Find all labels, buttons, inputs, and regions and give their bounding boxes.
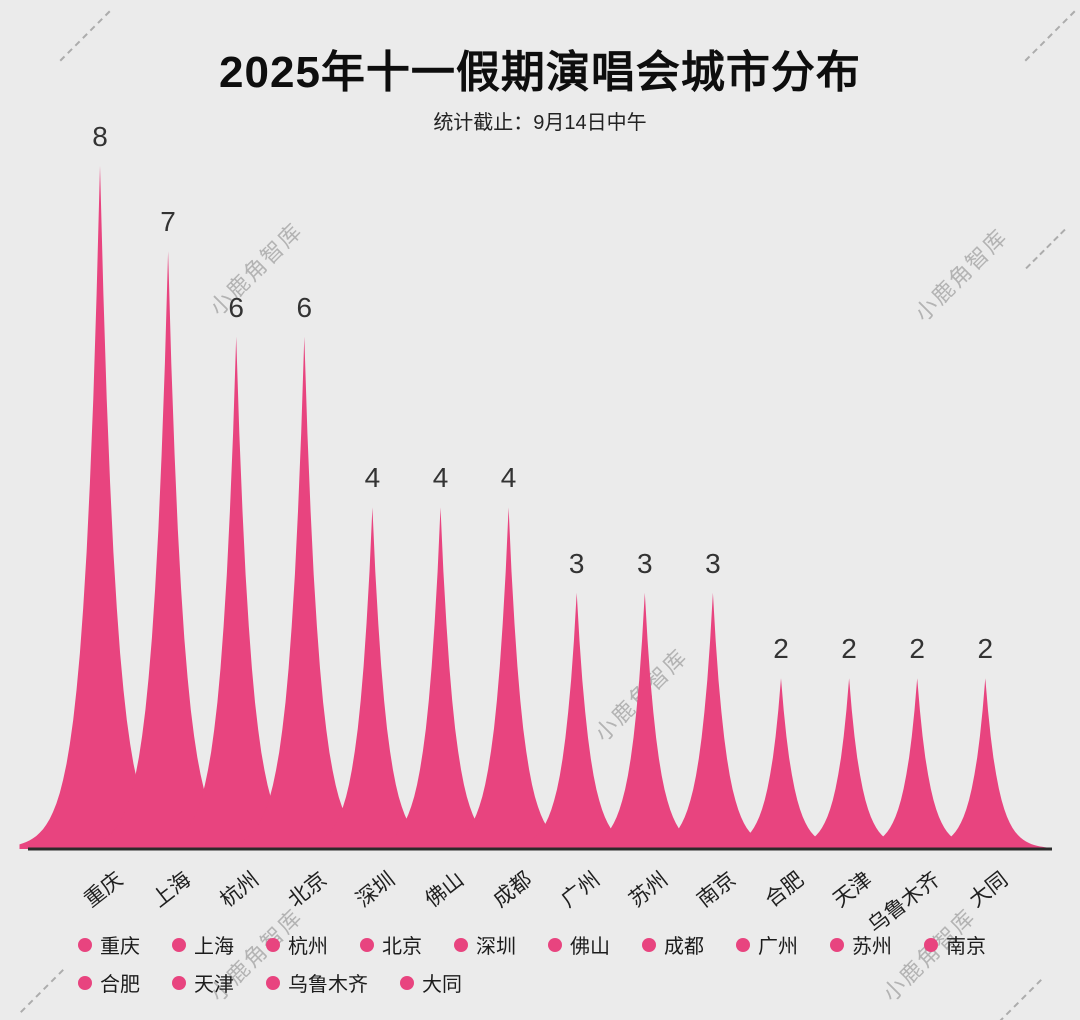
peak-shape (228, 336, 380, 850)
legend-dot-icon (360, 937, 374, 952)
legend-dot-icon (172, 975, 186, 990)
peak-shape (370, 507, 511, 849)
peak-shape (715, 678, 847, 849)
legend-label: 杭州 (288, 936, 328, 958)
legend-item: 上海 (172, 930, 266, 959)
value-label: 3 (637, 547, 653, 579)
legend-label: 上海 (194, 936, 234, 958)
peak-shape (784, 678, 915, 849)
legend-item: 苏州 (830, 930, 924, 959)
chart-legend: 重庆 上海 杭州 北京 深圳 佛山 成都 广州 苏州 南京合肥 天津 乌鲁木齐 大同 (78, 930, 1053, 997)
peak-shape (852, 678, 983, 849)
value-label: 4 (432, 462, 449, 494)
legend-dot-icon (78, 937, 92, 952)
legend-dot-icon (924, 937, 938, 952)
peak-shape (160, 336, 312, 850)
value-label: 3 (705, 547, 721, 579)
value-label: 2 (773, 633, 789, 665)
legend-dot-icon (266, 975, 280, 990)
legend-item: 成都 (642, 930, 736, 959)
legend-item: 重庆 (78, 930, 172, 959)
value-label: 4 (500, 462, 517, 494)
peak-shape (509, 592, 645, 849)
peak-shape (302, 507, 443, 849)
page-title: 2025年十一假期演唱会城市分布 (219, 48, 861, 97)
peak-shape (19, 165, 181, 850)
legend-dot-icon (454, 937, 468, 952)
legend-dot-icon (642, 937, 656, 952)
legend-item: 佛山 (548, 930, 642, 959)
legend-dot-icon (78, 975, 92, 990)
legend-label: 深圳 (476, 936, 516, 958)
value-label: 6 (296, 291, 313, 323)
legend-dot-icon (266, 937, 280, 952)
legend-item: 杭州 (266, 930, 360, 959)
legend-label: 佛山 (570, 936, 610, 958)
legend-label: 天津 (194, 974, 234, 996)
legend-item: 北京 (360, 930, 454, 959)
value-label: 4 (364, 462, 381, 494)
legend-label: 大同 (422, 974, 462, 996)
value-label: 2 (909, 633, 925, 665)
legend-label: 重庆 (100, 936, 140, 958)
value-label: 8 (92, 120, 108, 152)
value-label: 3 (568, 547, 585, 579)
value-label: 2 (841, 633, 857, 665)
legend-item: 深圳 (454, 930, 548, 959)
legend-label: 苏州 (852, 936, 892, 958)
legend-label: 乌鲁木齐 (288, 974, 368, 996)
legend-label: 合肥 (100, 974, 140, 996)
peak-shape (920, 678, 1051, 849)
legend-dot-icon (172, 937, 186, 952)
value-label: 2 (977, 633, 994, 665)
legend-label: 北京 (382, 936, 422, 958)
legend-item: 广州 (736, 930, 830, 959)
value-label: 7 (160, 206, 176, 238)
legend-dot-icon (400, 975, 414, 990)
legend-item: 乌鲁木齐 (266, 968, 400, 997)
peak-shape (645, 592, 781, 849)
legend-dot-icon (548, 937, 562, 952)
legend-item: 南京 (924, 930, 1018, 959)
value-label: 6 (228, 291, 244, 323)
legend-dot-icon (736, 937, 750, 952)
peak-shape (90, 251, 246, 849)
peak-shape (577, 592, 713, 849)
page-subtitle: 统计截止：9月14日中午 (433, 112, 647, 134)
legend-item: 大同 (400, 968, 494, 997)
legend-label: 广州 (758, 936, 798, 958)
legend-item: 天津 (172, 968, 266, 997)
peak-shape (438, 507, 579, 849)
legend-item: 合肥 (78, 968, 172, 997)
legend-dot-icon (830, 937, 844, 952)
legend-label: 南京 (946, 936, 986, 958)
legend-label: 成都 (664, 936, 704, 958)
